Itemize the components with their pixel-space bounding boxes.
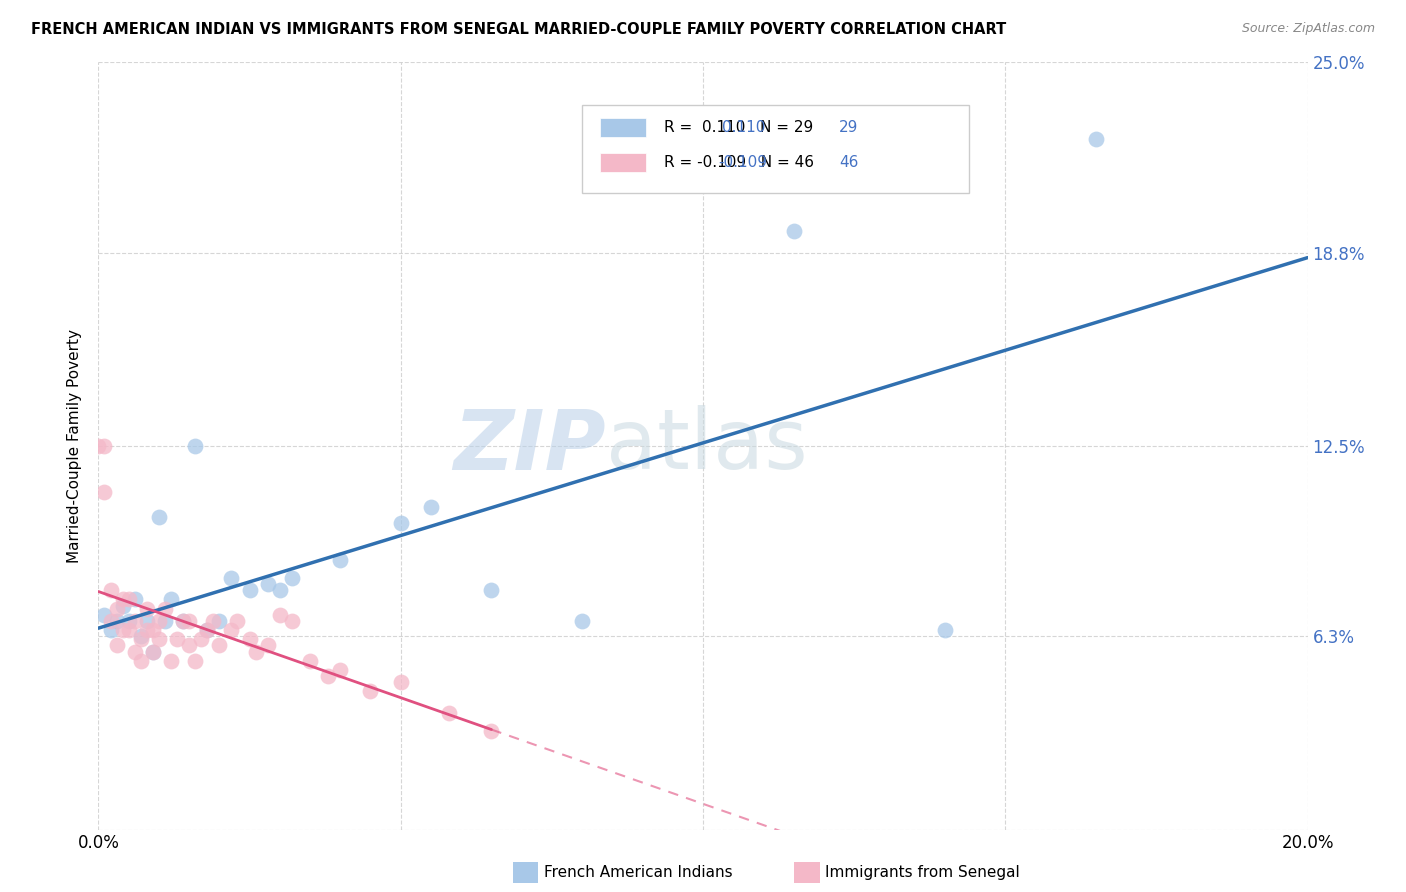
Point — [256, 639, 278, 653]
Point — [269, 607, 291, 622]
Point — [208, 639, 231, 653]
Point — [208, 614, 231, 628]
Point — [481, 724, 503, 739]
Point — [190, 632, 212, 647]
Point — [420, 500, 443, 515]
Point — [148, 509, 170, 524]
Point — [124, 592, 146, 607]
Point — [221, 623, 243, 637]
Point — [142, 644, 165, 658]
Point — [160, 654, 183, 668]
Point — [783, 224, 806, 238]
Point — [124, 644, 146, 658]
Point — [1085, 132, 1108, 146]
Point — [281, 571, 304, 585]
Point — [221, 571, 243, 585]
Point — [239, 632, 262, 647]
Text: -0.109: -0.109 — [718, 154, 768, 169]
Point — [118, 623, 141, 637]
Text: atlas: atlas — [606, 406, 808, 486]
Point — [87, 439, 110, 453]
Point — [166, 632, 188, 647]
Point — [179, 639, 201, 653]
Point — [100, 583, 122, 598]
Point — [129, 654, 152, 668]
Y-axis label: Married-Couple Family Poverty: Married-Couple Family Poverty — [67, 329, 83, 563]
Point — [437, 706, 460, 720]
Point — [195, 623, 218, 637]
Point — [389, 675, 412, 690]
Text: Source: ZipAtlas.com: Source: ZipAtlas.com — [1241, 22, 1375, 36]
Point — [129, 632, 152, 647]
Point — [184, 654, 207, 668]
Point — [105, 639, 128, 653]
Point — [195, 623, 218, 637]
Text: 46: 46 — [839, 154, 859, 169]
Point — [269, 583, 291, 598]
Point — [934, 623, 956, 637]
Point — [329, 663, 352, 677]
Point — [118, 614, 141, 628]
Point — [481, 583, 503, 598]
Point — [93, 607, 115, 622]
Point — [142, 623, 165, 637]
Point — [172, 614, 194, 628]
Point — [111, 623, 134, 637]
Text: R = -0.109   N = 46: R = -0.109 N = 46 — [664, 154, 814, 169]
Point — [160, 592, 183, 607]
Point — [360, 684, 382, 698]
Point — [316, 669, 339, 683]
Point — [299, 654, 322, 668]
Point — [281, 614, 304, 628]
Point — [100, 614, 122, 628]
Text: R =  0.110   N = 29: R = 0.110 N = 29 — [664, 120, 813, 136]
Point — [111, 599, 134, 613]
Point — [172, 614, 194, 628]
Point — [202, 614, 225, 628]
Point — [148, 614, 170, 628]
FancyBboxPatch shape — [600, 153, 645, 172]
Point — [329, 552, 352, 566]
Point — [256, 577, 278, 591]
Point — [93, 439, 115, 453]
Point — [135, 614, 157, 628]
Point — [184, 439, 207, 453]
Point — [118, 592, 141, 607]
Point — [153, 601, 176, 615]
Point — [135, 601, 157, 615]
Point — [148, 632, 170, 647]
Point — [111, 592, 134, 607]
Point — [245, 644, 267, 658]
Point — [93, 485, 115, 500]
Point — [153, 614, 176, 628]
Text: FRENCH AMERICAN INDIAN VS IMMIGRANTS FROM SENEGAL MARRIED-COUPLE FAMILY POVERTY : FRENCH AMERICAN INDIAN VS IMMIGRANTS FRO… — [31, 22, 1007, 37]
Point — [105, 601, 128, 615]
Text: ZIP: ZIP — [454, 406, 606, 486]
Point — [239, 583, 262, 598]
Point — [179, 614, 201, 628]
Point — [129, 629, 152, 643]
Text: Immigrants from Senegal: Immigrants from Senegal — [825, 865, 1021, 880]
Point — [226, 614, 249, 628]
Point — [389, 516, 412, 530]
Point — [571, 614, 593, 628]
Point — [105, 614, 128, 628]
Text: French American Indians: French American Indians — [544, 865, 733, 880]
FancyBboxPatch shape — [582, 104, 969, 193]
Text: 29: 29 — [839, 120, 859, 136]
Point — [142, 644, 165, 658]
FancyBboxPatch shape — [600, 118, 645, 137]
Point — [124, 614, 146, 628]
Point — [100, 623, 122, 637]
Text: 0.110: 0.110 — [721, 120, 765, 136]
Point — [135, 623, 157, 637]
